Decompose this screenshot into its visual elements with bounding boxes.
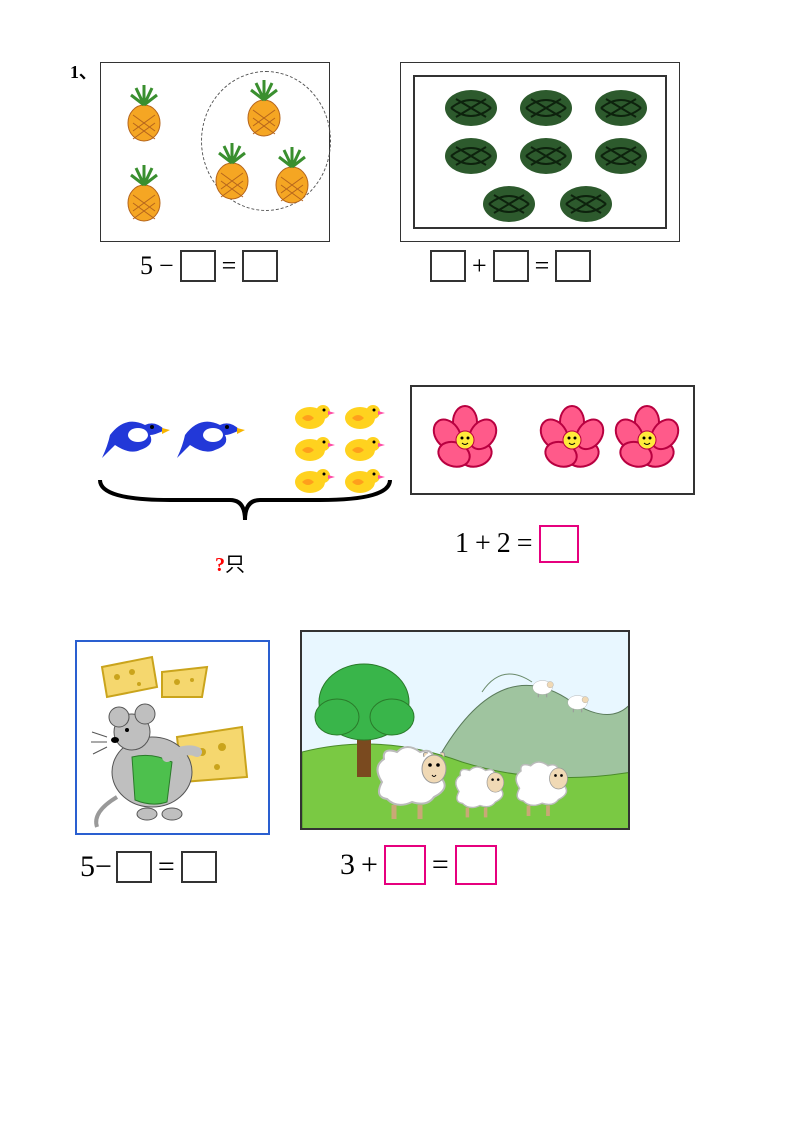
eq-lead: 5 bbox=[80, 850, 95, 884]
brace-label: ?只 bbox=[215, 528, 245, 577]
equals-sign: = bbox=[517, 528, 533, 560]
equals-sign: = bbox=[432, 848, 449, 882]
mouse-picture-box bbox=[75, 640, 270, 835]
pineapple-icon bbox=[121, 163, 167, 223]
watermelon-icon bbox=[479, 183, 539, 225]
flower-icon bbox=[430, 405, 500, 475]
watermelon-equation: + = bbox=[430, 250, 591, 282]
answer-blank[interactable] bbox=[116, 851, 152, 883]
eq-lead: 1 bbox=[455, 528, 469, 560]
flower-icon bbox=[612, 405, 682, 475]
answer-blank[interactable] bbox=[493, 250, 529, 282]
blue-bird-icon bbox=[175, 410, 245, 460]
watermelon-icon bbox=[516, 135, 576, 177]
answer-blank[interactable] bbox=[539, 525, 579, 563]
pineapple-icon bbox=[269, 145, 315, 205]
yellow-bird-icon bbox=[340, 400, 385, 432]
pineapple-icon bbox=[121, 83, 167, 143]
plus-sign: + bbox=[475, 528, 491, 560]
pineapple-picture-box bbox=[100, 62, 330, 242]
watermelon-icon bbox=[591, 135, 651, 177]
sheep-picture-box bbox=[300, 630, 630, 830]
section-label: 1、 bbox=[70, 58, 97, 84]
minus-sign: − bbox=[159, 251, 174, 281]
plus-sign: + bbox=[361, 848, 378, 882]
eq-second: 2 bbox=[497, 528, 511, 560]
answer-blank[interactable] bbox=[555, 250, 591, 282]
sheep-equation: 3 + = bbox=[340, 845, 497, 885]
answer-blank[interactable] bbox=[455, 845, 497, 885]
unit-label: 只 bbox=[225, 554, 245, 576]
mouse-equation: 5 − = bbox=[80, 850, 217, 884]
yellow-bird-icon bbox=[290, 432, 335, 464]
watermelon-icon bbox=[441, 135, 501, 177]
eq-lead: 3 bbox=[340, 848, 355, 882]
eq-lead: 5 bbox=[140, 251, 153, 281]
minus-sign: − bbox=[95, 850, 112, 884]
answer-blank[interactable] bbox=[384, 845, 426, 885]
equals-sign: = bbox=[158, 850, 175, 884]
answer-blank[interactable] bbox=[242, 250, 278, 282]
worksheet-page: 1、 5 − = bbox=[0, 0, 800, 1132]
watermelon-picture-box bbox=[400, 62, 680, 242]
plus-sign: + bbox=[472, 251, 487, 281]
pineapple-icon bbox=[241, 78, 287, 138]
question-mark: ? bbox=[215, 554, 225, 576]
yellow-bird-icon bbox=[340, 432, 385, 464]
pineapple-equation: 5 − = bbox=[140, 250, 278, 282]
flower-equation: 1 + 2 = bbox=[455, 525, 579, 563]
answer-blank[interactable] bbox=[181, 851, 217, 883]
watermelon-icon bbox=[591, 87, 651, 129]
watermelon-icon bbox=[516, 87, 576, 129]
blue-bird-icon bbox=[100, 410, 170, 460]
answer-blank[interactable] bbox=[180, 250, 216, 282]
answer-blank[interactable] bbox=[430, 250, 466, 282]
pineapple-icon bbox=[209, 141, 255, 201]
equals-sign: = bbox=[535, 251, 550, 281]
flower-icon bbox=[537, 405, 607, 475]
watermelon-icon bbox=[556, 183, 616, 225]
yellow-bird-icon bbox=[290, 400, 335, 432]
equals-sign: = bbox=[222, 251, 237, 281]
curly-brace bbox=[95, 475, 395, 530]
flower-picture-box bbox=[410, 385, 695, 495]
watermelon-icon bbox=[441, 87, 501, 129]
